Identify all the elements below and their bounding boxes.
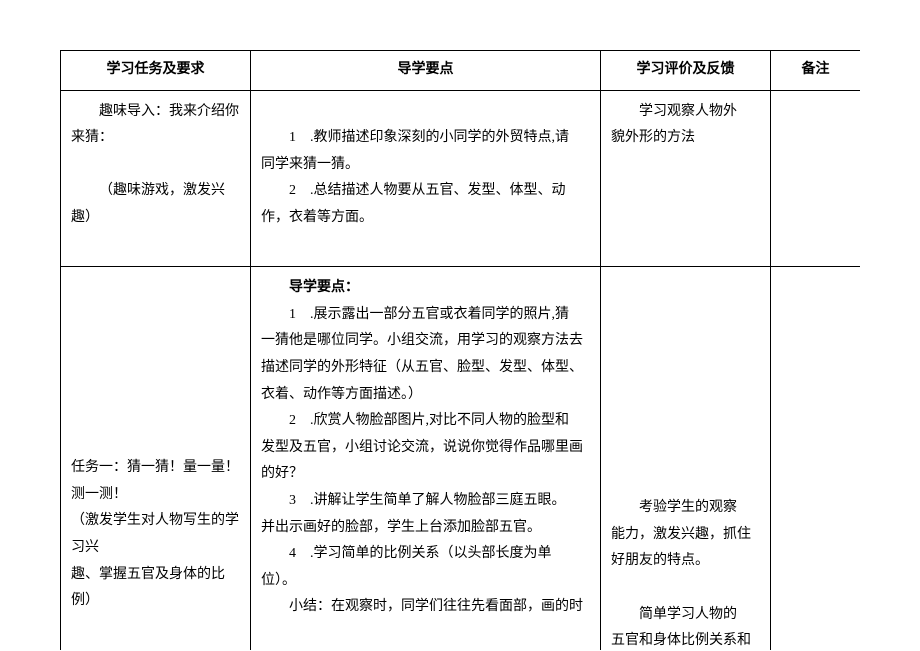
- feedback-text: 貌外形的方法: [611, 125, 760, 152]
- task-text: （激发学生对人物写生的学习兴: [71, 508, 240, 561]
- header-guide: 导学要点: [251, 51, 601, 91]
- header-feedback: 学习评价及反馈: [601, 51, 771, 91]
- guide-point: 作，衣着等方面。: [261, 205, 590, 232]
- feedback-text: 能力，激发兴趣，抓住: [611, 522, 760, 549]
- guide-point: 1 .教师描述印象深刻的小同学的外贸特点,请: [261, 125, 590, 152]
- table-row: 趣味导入：我来介绍你来猜： （趣味游戏，激发兴趣） 1 .教师描述印象深刻的小同…: [61, 90, 861, 267]
- feedback-text: 五官和身体比例关系和: [611, 628, 760, 650]
- task-text: 趣、掌握五官及身体的比例）: [71, 562, 240, 615]
- guide-point: 4 .学习简单的比例关系（以头部长度为单: [261, 541, 590, 568]
- task-text: 趣味导入：我来介绍你来猜：: [71, 99, 240, 152]
- header-notes: 备注: [771, 51, 861, 91]
- cell-notes: [771, 90, 861, 267]
- guide-point: 2 .总结描述人物要从五官、发型、体型、动: [261, 178, 590, 205]
- lesson-plan-table: 学习任务及要求 导学要点 学习评价及反馈 备注 趣味导入：我来介绍你来猜： （趣…: [60, 50, 860, 650]
- guide-point: 3 .讲解让学生简单了解人物脸部三庭五眼。: [261, 488, 590, 515]
- table-header-row: 学习任务及要求 导学要点 学习评价及反馈 备注: [61, 51, 861, 91]
- guide-point: 同学来猜一猜。: [261, 152, 590, 179]
- guide-point: 1 .展示露出一部分五官或衣着同学的照片,猜: [261, 302, 590, 329]
- feedback-text: 考验学生的观察: [611, 495, 760, 522]
- guide-point: 一猜他是哪位同学。小组交流，用学习的观察方法去: [261, 328, 590, 355]
- header-tasks: 学习任务及要求: [61, 51, 251, 91]
- feedback-text: 简单学习人物的: [611, 602, 760, 629]
- task-text: （趣味游戏，激发兴趣）: [71, 178, 240, 231]
- guide-point: 并出示画好的脸部，学生上台添加脸部五官。: [261, 515, 590, 542]
- feedback-text: 好朋友的特点。: [611, 548, 760, 575]
- table-clip: 学习任务及要求 导学要点 学习评价及反馈 备注 趣味导入：我来介绍你来猜： （趣…: [60, 50, 860, 650]
- lesson-plan-page: 学习任务及要求 导学要点 学习评价及反馈 备注 趣味导入：我来介绍你来猜： （趣…: [0, 0, 920, 651]
- cell-notes: [771, 267, 861, 650]
- cell-guide-1: 导学要点： 1 .展示露出一部分五官或衣着同学的照片,猜 一猜他是哪位同学。小组…: [251, 267, 601, 650]
- cell-feedback-1: 考验学生的观察 能力，激发兴趣，抓住 好朋友的特点。 简单学习人物的 五官和身体…: [601, 267, 771, 650]
- guide-summary: 小结：在观察时，同学们往往先看面部，画的时: [261, 594, 590, 621]
- guide-point: 2 .欣赏人物脸部图片,对比不同人物的脸型和: [261, 408, 590, 435]
- task-text: 任务一：猜一猜！量一量！测一测！: [71, 455, 240, 508]
- cell-feedback-intro: 学习观察人物外 貌外形的方法: [601, 90, 771, 267]
- guide-point: 发型及五官，小组讨论交流，说说你觉得作品哪里画: [261, 435, 590, 462]
- guide-point: 衣着、动作等方面描述。）: [261, 382, 590, 409]
- guide-point: 的好？: [261, 461, 590, 488]
- guide-point: 描述同学的外形特征（从五官、脸型、发型、体型、: [261, 355, 590, 382]
- table-row: 任务一：猜一猜！量一量！测一测！ （激发学生对人物写生的学习兴 趣、掌握五官及身…: [61, 267, 861, 650]
- feedback-text: 学习观察人物外: [611, 99, 760, 126]
- cell-guide-intro: 1 .教师描述印象深刻的小同学的外贸特点,请 同学来猜一猜。 2 .总结描述人物…: [251, 90, 601, 267]
- cell-task-intro: 趣味导入：我来介绍你来猜： （趣味游戏，激发兴趣）: [61, 90, 251, 267]
- guide-point: 位）。: [261, 568, 590, 595]
- cell-task-1: 任务一：猜一猜！量一量！测一测！ （激发学生对人物写生的学习兴 趣、掌握五官及身…: [61, 267, 251, 650]
- guide-heading: 导学要点：: [261, 275, 590, 302]
